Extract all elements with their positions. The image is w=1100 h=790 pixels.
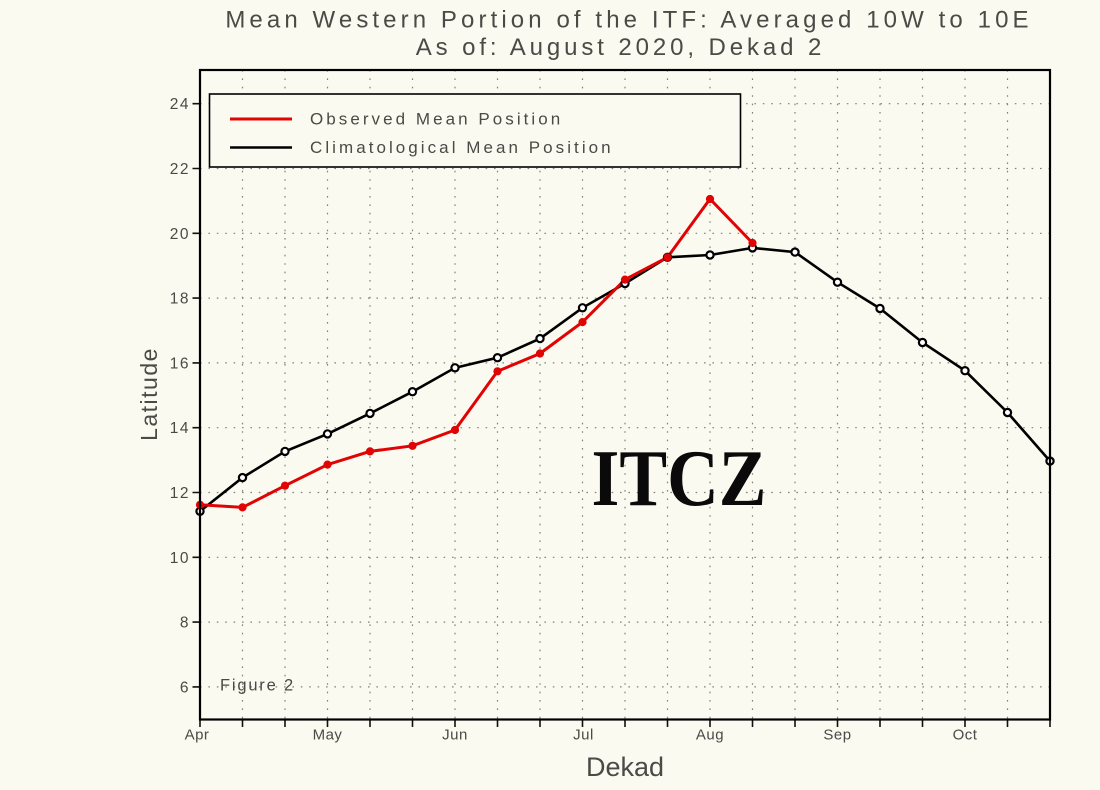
svg-text:Climatological Mean Position: Climatological Mean Position <box>310 138 614 157</box>
svg-text:6: 6 <box>180 679 190 696</box>
svg-text:14: 14 <box>170 420 190 437</box>
svg-text:12: 12 <box>170 485 190 502</box>
svg-text:Jun: Jun <box>442 727 468 744</box>
svg-text:8: 8 <box>180 615 190 632</box>
svg-text:18: 18 <box>170 291 190 308</box>
svg-text:Dekad: Dekad <box>586 752 664 782</box>
svg-text:Aug: Aug <box>696 727 724 744</box>
svg-text:Mean Western Portion of the IT: Mean Western Portion of the ITF: Average… <box>225 6 1032 33</box>
svg-text:Jul: Jul <box>573 727 594 744</box>
svg-text:Sep: Sep <box>823 727 851 744</box>
svg-text:10: 10 <box>170 550 190 567</box>
svg-text:Latitude: Latitude <box>136 347 162 441</box>
svg-text:Apr: Apr <box>185 727 210 744</box>
svg-text:May: May <box>313 727 343 744</box>
svg-text:Figure 2: Figure 2 <box>220 677 295 695</box>
svg-text:22: 22 <box>170 161 190 178</box>
svg-text:24: 24 <box>170 96 190 113</box>
svg-text:20: 20 <box>170 226 190 243</box>
svg-text:ITCZ: ITCZ <box>592 435 767 523</box>
svg-text:Observed Mean Position: Observed Mean Position <box>310 110 563 129</box>
svg-text:As of: August 2020, Dekad 2: As of: August 2020, Dekad 2 <box>416 34 826 61</box>
svg-text:16: 16 <box>170 355 190 372</box>
svg-text:Oct: Oct <box>953 727 978 744</box>
